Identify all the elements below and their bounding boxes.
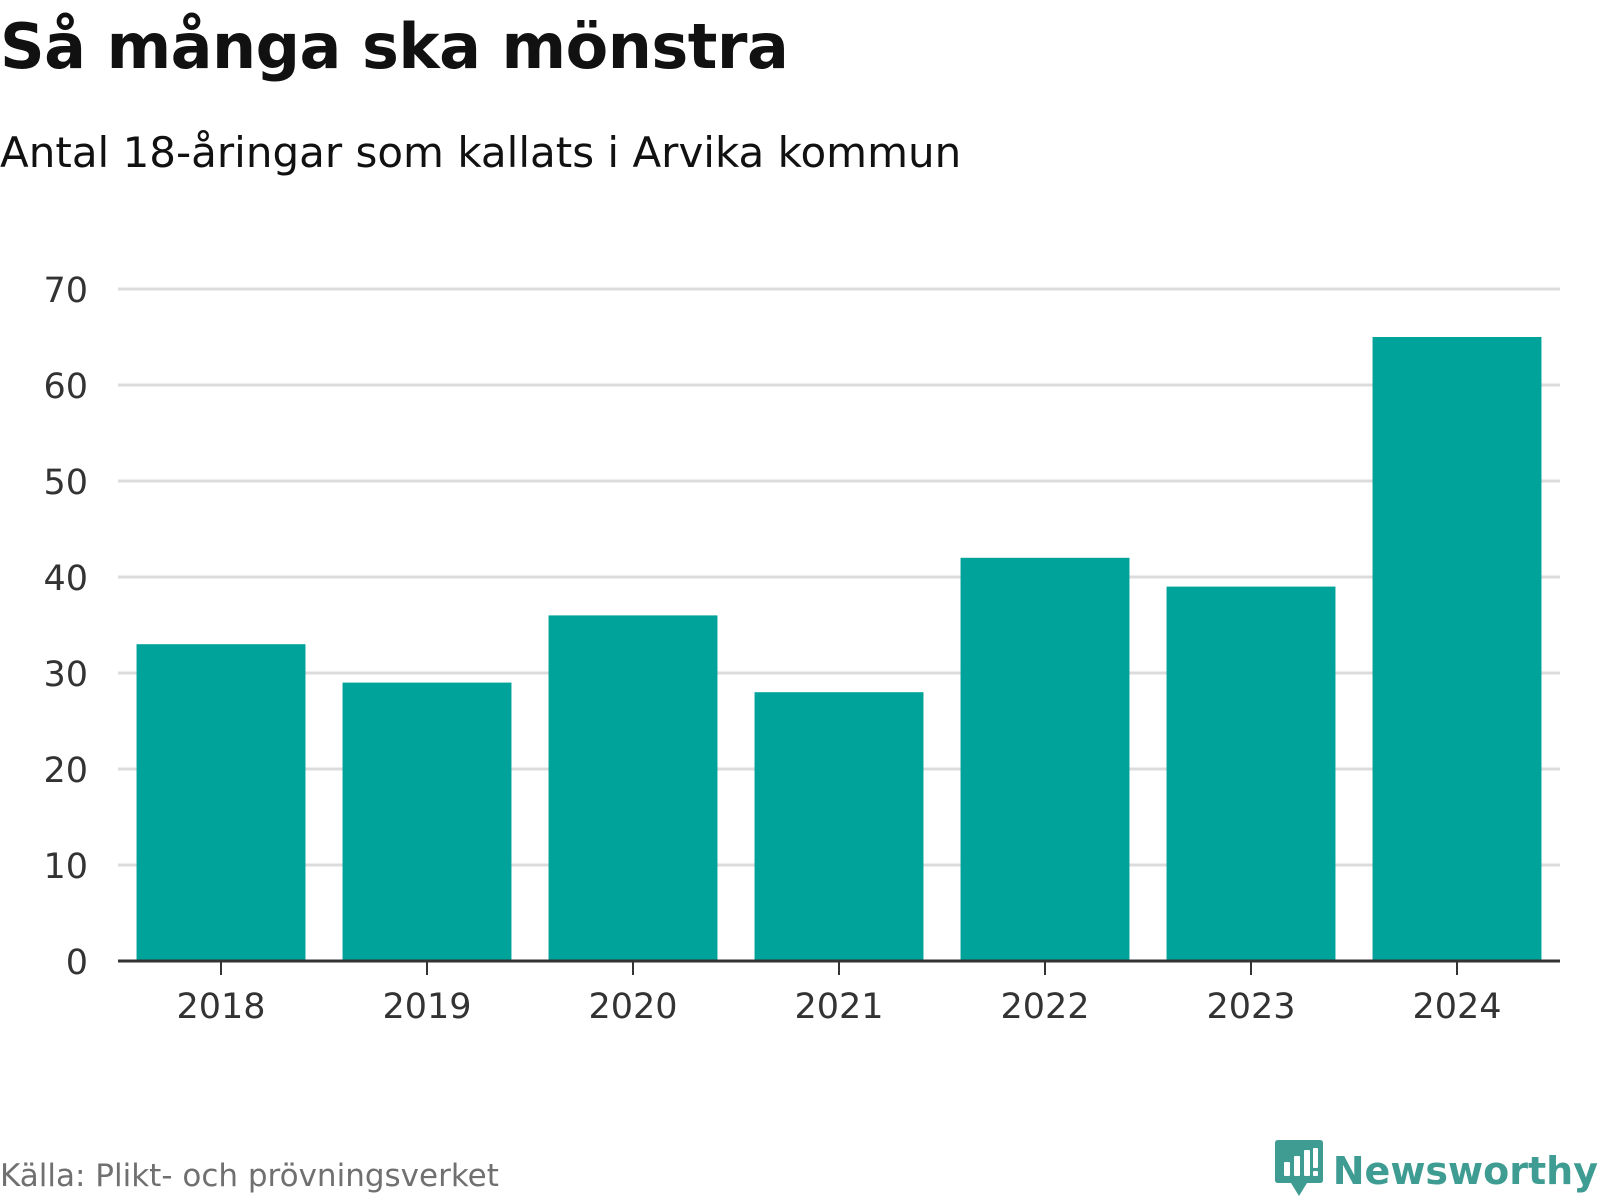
brand-logo[interactable]: Newsworthy (1274, 1140, 1598, 1202)
y-tick-label: 20 (43, 751, 88, 791)
y-tick-label: 50 (43, 463, 88, 503)
bar-2021[interactable] (754, 692, 924, 961)
bar-2018[interactable] (136, 644, 306, 961)
y-tick-label: 10 (43, 847, 88, 887)
chart-title: Så många ska mönstra (0, 10, 789, 83)
x-tick-label: 2020 (588, 987, 677, 1027)
y-tick-label: 70 (43, 271, 88, 311)
chart-subtitle: Antal 18-åringar som kallats i Arvika ko… (0, 128, 962, 177)
x-tick-label: 2019 (382, 987, 471, 1027)
x-tick-label: 2024 (1412, 987, 1501, 1027)
bar-2024[interactable] (1372, 337, 1542, 961)
y-tick-label: 30 (43, 655, 88, 695)
y-tick-label: 40 (43, 559, 88, 599)
y-axis-ticks: 0 10 20 30 40 50 60 70 (43, 271, 88, 983)
bars (136, 337, 1542, 961)
source-note: Källa: Plikt- och prövningsverket (0, 1158, 499, 1194)
bar-2022[interactable] (960, 557, 1130, 961)
y-tick-label: 60 (43, 367, 88, 407)
x-tick-label: 2022 (1000, 987, 1089, 1027)
x-tick-label: 2021 (794, 987, 883, 1027)
bar-2019[interactable] (342, 682, 512, 961)
brand-name: Newsworthy (1332, 1149, 1598, 1193)
x-tick-label: 2023 (1206, 987, 1295, 1027)
newsworthy-logo-icon (1274, 1140, 1323, 1202)
bar-2023[interactable] (1166, 586, 1336, 961)
x-tick-label: 2018 (176, 987, 265, 1027)
bar-2020[interactable] (548, 615, 718, 961)
x-axis: 2018 2019 2020 2021 2022 2023 2024 (118, 959, 1560, 1027)
y-tick-label: 0 (66, 943, 88, 983)
